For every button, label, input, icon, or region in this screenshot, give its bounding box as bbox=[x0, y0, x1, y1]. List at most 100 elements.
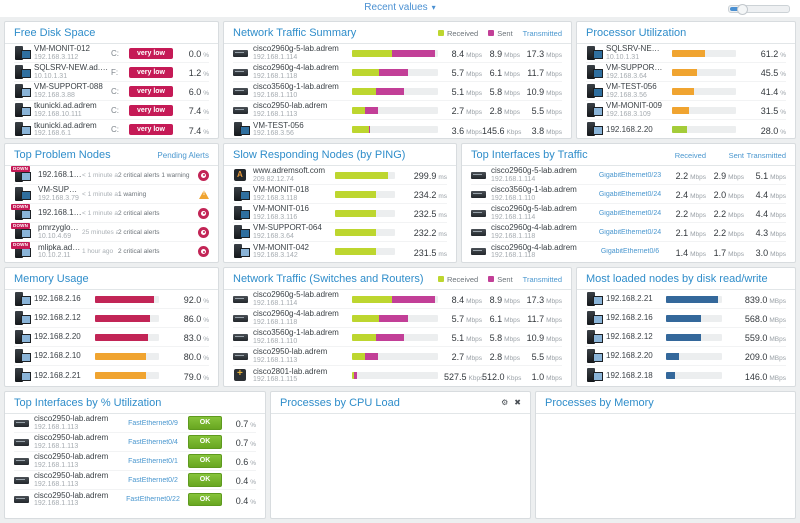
table-row[interactable]: VM-SUPPORT-079 192.168.3.79 < 1 minute a… bbox=[14, 185, 209, 204]
cpu-value: 31.5 bbox=[760, 106, 779, 116]
device-icon bbox=[233, 311, 253, 326]
table-row[interactable]: VM-MONIT-042 192.168.3.142 231.5 ms bbox=[233, 242, 447, 261]
table-row[interactable]: VM-MONIT-009 192.168.3.109 31.5% bbox=[586, 101, 786, 120]
table-row[interactable]: 192.168.2.20 28.0% bbox=[586, 120, 786, 138]
node-ip: 192.168.1.113 bbox=[34, 423, 79, 431]
disk-io-value: 146.0 bbox=[744, 371, 768, 382]
received-value: 2.7 bbox=[451, 352, 465, 362]
table-row[interactable]: VM-TEST-056 192.168.3.56 3.6 Mbps 145.6 Kb… bbox=[233, 120, 562, 138]
table-row[interactable]: VM-TEST-056 192.168.3.56 41.4% bbox=[586, 82, 786, 101]
table-row[interactable]: 192.168.2.20 209.0 MBps bbox=[586, 347, 786, 366]
pending-alerts-link[interactable]: Pending Alerts bbox=[157, 150, 209, 160]
ping-bar-segment bbox=[335, 228, 376, 236]
table-row[interactable]: cisco2801-lab.adrem 192.168.1.115 527.5K… bbox=[233, 366, 562, 385]
table-row[interactable]: DOWN pmrzyglod.ad.adrem 10.10.4.69 25 mi… bbox=[11, 222, 209, 242]
interface-link[interactable]: FastEthernet0/1 bbox=[128, 457, 178, 465]
table-row[interactable]: www.adremsoft.com 209.82.12.74 299.9ms bbox=[233, 166, 447, 185]
close-icon[interactable]: ✖ bbox=[514, 398, 521, 407]
memory-value: 79.0 bbox=[183, 371, 202, 382]
table-row[interactable]: cisco2960g-4-lab.adrem 192.168.1.118 5.7… bbox=[233, 309, 562, 328]
ping-value: 299.9 bbox=[413, 171, 437, 181]
table-row[interactable]: cisco2960g-4-lab.adrem 192.168.1.118 Gig… bbox=[471, 242, 786, 261]
table-row[interactable]: cisco3560g-1-lab.adrem 192.168.1.110 Gig… bbox=[471, 185, 786, 204]
table-row[interactable]: cisco3560g-1-lab.adrem 192.168.1.110 5.1… bbox=[233, 328, 562, 347]
table-row[interactable]: 192.168.2.12 86.0% bbox=[14, 309, 209, 328]
interface-link[interactable]: GigabitEthernet0/24 bbox=[598, 190, 662, 198]
time-range-slider[interactable] bbox=[728, 4, 790, 15]
table-row[interactable]: VM-SUPPORT-064 192.168.3.64 45.5% bbox=[586, 63, 786, 82]
device-icon bbox=[14, 454, 34, 469]
table-row[interactable]: VM-SUPPORT-064 192.168.3.64 232.2 ms bbox=[233, 223, 447, 242]
interface-link[interactable]: GigabitEthernet0/23 bbox=[598, 171, 662, 179]
table-row[interactable]: DOWN mlipka.ad.adrem 10.10.2.11 1 hour a… bbox=[11, 242, 209, 261]
table-row[interactable]: cisco2950-lab.adrem 192.168.1.113 FastEt… bbox=[14, 414, 256, 433]
memory-bar-segment bbox=[95, 295, 154, 303]
table-row[interactable]: 192.168.2.18 146.0 MBps bbox=[586, 366, 786, 385]
table-row[interactable]: cisco2960g-5-lab.adrem 192.168.1.114 8.4… bbox=[233, 44, 562, 63]
gear-icon[interactable]: ⚙ bbox=[501, 398, 509, 407]
table-row[interactable]: tkunicki.ad.adrem 192.168.6.1 C: very lo… bbox=[14, 120, 209, 138]
panel-processor-utilization: Processor Utilization SQLSRV-NEW.ad.adre… bbox=[576, 21, 796, 139]
table-row[interactable]: 192.168.2.21 839.0 MBps bbox=[586, 290, 786, 309]
table-row[interactable]: cisco2960g-5-lab.adrem 192.168.1.114 Gig… bbox=[471, 166, 786, 185]
disk-io-bar bbox=[666, 314, 722, 322]
cpu-value: 41.4 bbox=[760, 87, 779, 97]
table-row[interactable]: 192.168.2.20 83.0% bbox=[14, 328, 209, 347]
table-row[interactable]: cisco2960g-4-lab.adrem 192.168.1.118 Gig… bbox=[471, 223, 786, 242]
node-ip: 10.10.2.11 bbox=[38, 252, 71, 260]
last-event-time: 1 hour ago bbox=[82, 248, 114, 255]
interface-link[interactable]: GigabitEthernet0/24 bbox=[598, 228, 662, 236]
view-selector-dropdown[interactable]: Recent values ▾ bbox=[0, 2, 800, 13]
table-row[interactable]: cisco2950-lab.adrem 192.168.1.113 FastEt… bbox=[14, 452, 256, 471]
slider-knob[interactable] bbox=[737, 4, 748, 15]
node-name: VM-MONIT-009 bbox=[606, 101, 663, 111]
table-row[interactable]: cisco2960g-5-lab.adrem 192.168.1.114 8.4… bbox=[233, 290, 562, 309]
legend-transmitted: Transmitted bbox=[522, 274, 562, 284]
transmitted-value: 4.4 bbox=[755, 190, 769, 200]
table-row[interactable]: cisco2950-lab.adrem 192.168.1.113 FastEt… bbox=[14, 490, 256, 509]
table-row[interactable]: SQLSRV-NEW.ad.adrem 10.10.1.31 61.2% bbox=[586, 44, 786, 63]
received-value: 2.4 bbox=[675, 190, 689, 200]
table-row[interactable]: DOWN 192.168.10.30 < 1 minute ago 2 crit… bbox=[11, 203, 209, 223]
table-row[interactable]: cisco2950-lab.adrem 192.168.1.113 FastEt… bbox=[14, 471, 256, 490]
table-row[interactable]: tkunicki.ad.adrem 192.168.10.111 C: very… bbox=[14, 101, 209, 120]
table-row[interactable]: 192.168.2.21 79.0% bbox=[14, 366, 209, 385]
drive-letter: C: bbox=[111, 125, 119, 134]
node-name: 192.168.2.20 bbox=[606, 124, 653, 134]
interface-link[interactable]: FastEthernet0/2 bbox=[128, 476, 178, 484]
table-row[interactable]: cisco2950-lab.adrem 192.168.1.113 FastEt… bbox=[14, 433, 256, 452]
table-row[interactable]: 192.168.2.10 80.0% bbox=[14, 347, 209, 366]
table-row[interactable]: VM-MONIT-018 192.168.3.118 234.2 ms bbox=[233, 185, 447, 204]
table-row[interactable]: VM-MONIT-012 192.168.3.112 C: very low 0… bbox=[14, 44, 209, 63]
interface-link[interactable]: GigabitEthernet0/24 bbox=[598, 209, 662, 217]
interface-link[interactable]: FastEthernet0/22 bbox=[126, 496, 180, 503]
table-row[interactable]: cisco2950-lab.adrem 192.168.1.113 2.7 Mbp… bbox=[233, 101, 562, 120]
device-icon bbox=[233, 205, 253, 221]
table-row[interactable]: cisco2950-lab.adrem 192.168.1.113 2.7 Mbp… bbox=[233, 347, 562, 366]
table-row[interactable]: VM-SUPPORT-088 192.168.3.88 C: very low … bbox=[14, 82, 209, 101]
table-row[interactable]: SQLSRV-NEW.ad.adr... 10.10.1.31 F: very … bbox=[14, 63, 209, 82]
node-name: 192.168.2.16 bbox=[606, 313, 653, 323]
interface-link[interactable]: FastEthernet0/4 bbox=[128, 438, 178, 446]
device-icon bbox=[471, 225, 491, 240]
device-icon bbox=[586, 102, 606, 118]
table-row[interactable]: 192.168.2.16 92.0% bbox=[14, 290, 209, 309]
transmitted-value: 3.8 bbox=[531, 125, 545, 136]
node-ip: 192.168.3.118 bbox=[253, 194, 298, 202]
table-row[interactable]: 192.168.2.16 568.0 MBps bbox=[586, 309, 786, 328]
slider-fill bbox=[730, 7, 739, 11]
table-row[interactable]: cisco2960g-5-lab.adrem 192.168.1.114 Gig… bbox=[471, 204, 786, 223]
node-name: VM-SUPPORT-064 bbox=[253, 223, 322, 233]
sent-bar-segment bbox=[376, 87, 405, 95]
interface-link[interactable]: FastEthernet0/9 bbox=[128, 419, 178, 427]
free-space-value: 7.4 bbox=[188, 106, 202, 116]
table-row[interactable]: VM-MONIT-016 192.168.3.116 232.5 ms bbox=[233, 204, 447, 223]
table-row[interactable]: DOWN 192.168.10.23 < 1 minute ago 2 crit… bbox=[11, 165, 209, 185]
transmitted-value: 10.9 bbox=[526, 87, 545, 97]
table-row[interactable]: cisco2960g-4-lab.adrem 192.168.1.118 5.7… bbox=[233, 63, 562, 82]
received-legend-swatch bbox=[437, 276, 444, 282]
table-row[interactable]: 192.168.2.12 559.0 MBps bbox=[586, 328, 786, 347]
node-name: 192.168.2.16 bbox=[34, 294, 81, 304]
interface-link[interactable]: GigabitEthernet0/6 bbox=[600, 248, 660, 255]
table-row[interactable]: cisco3560g-1-lab.adrem 192.168.1.110 5.1… bbox=[233, 82, 562, 101]
